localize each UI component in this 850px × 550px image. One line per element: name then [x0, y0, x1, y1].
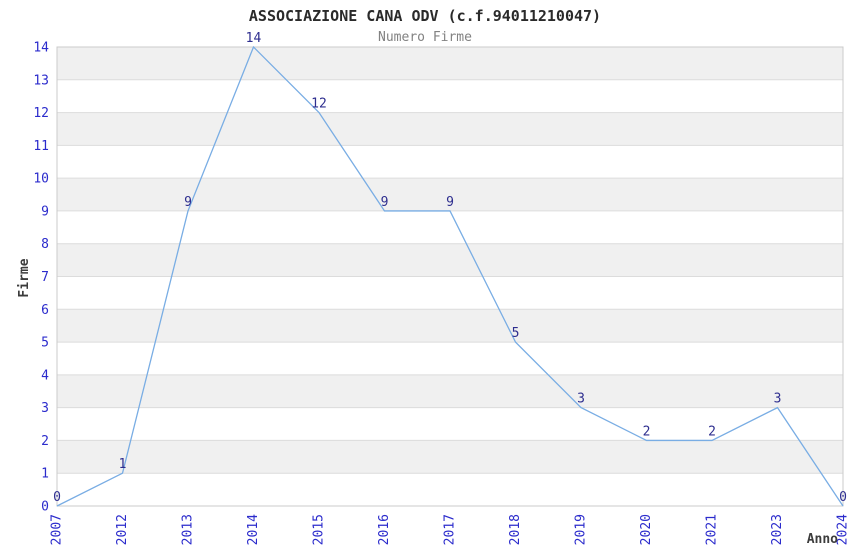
x-tick-label: 2024	[836, 514, 850, 545]
value-label: 3	[774, 392, 782, 407]
zebra-band	[57, 178, 843, 211]
x-tick-label: 2017	[443, 514, 458, 545]
value-label: 5	[512, 326, 520, 341]
value-label: 12	[311, 97, 327, 112]
y-tick-label: 5	[41, 336, 49, 351]
value-label: 0	[53, 490, 61, 505]
zebra-bands	[57, 47, 843, 474]
y-tick-label: 4	[41, 368, 49, 383]
x-tick-label: 2021	[705, 514, 720, 545]
value-label: 3	[577, 392, 585, 407]
chart-subtitle: Numero Firme	[378, 30, 472, 45]
x-tick-label: 2013	[181, 514, 196, 545]
y-tick-label: 2	[41, 434, 49, 449]
y-tick-label: 10	[33, 172, 49, 187]
plot-border	[56, 46, 844, 507]
y-tick-label: 14	[33, 41, 49, 56]
value-label: 0	[839, 490, 847, 505]
x-tick-label: 2019	[574, 514, 589, 545]
y-tick-label: 3	[41, 401, 49, 416]
value-label: 2	[708, 424, 716, 439]
x-tick-label: 2016	[377, 514, 392, 545]
x-tick-label: 2020	[639, 514, 654, 545]
y-tick-label: 13	[33, 73, 49, 88]
value-label: 1	[119, 457, 127, 472]
y-axis-title: Firme	[17, 258, 32, 297]
chart-title: ASSOCIAZIONE CANA ODV (c.f.94011210047)	[249, 7, 601, 25]
zebra-band	[57, 440, 843, 474]
y-tick-label: 6	[41, 303, 49, 318]
y-tick-label: 11	[33, 139, 49, 154]
y-tick-label: 0	[41, 500, 49, 515]
x-tick-label: 2015	[312, 514, 327, 545]
y-tick-label: 9	[41, 204, 49, 219]
zebra-band	[57, 243, 843, 277]
value-label: 2	[643, 424, 651, 439]
value-label: 14	[246, 31, 262, 46]
value-label: 9	[184, 195, 192, 210]
x-tick-label: 2007	[50, 514, 65, 545]
value-label: 9	[381, 195, 389, 210]
x-tick-labels: 2007 2012 2013 2014 2015 2016 2017 2018 2019 2020…	[50, 514, 850, 545]
y-tick-label: 1	[41, 467, 49, 482]
data-line	[56, 45, 844, 507]
zebra-band	[57, 309, 843, 343]
zebra-band	[57, 112, 843, 146]
y-tick-label: 7	[41, 270, 49, 285]
x-tick-label: 2014	[246, 514, 261, 545]
zebra-band	[57, 374, 843, 408]
x-tick-label: 2012	[115, 514, 130, 545]
x-tick-label: 2018	[508, 514, 523, 545]
y-tick-label: 8	[41, 237, 49, 252]
x-axis-title: Anno	[807, 532, 838, 547]
zebra-band	[57, 47, 843, 80]
value-labels: 0 1 9 14 12 9 9 5 3 2 2 3 0	[53, 31, 847, 505]
value-label: 9	[446, 195, 454, 210]
y-tick-label: 12	[33, 106, 49, 121]
x-tick-label: 2023	[770, 514, 785, 545]
